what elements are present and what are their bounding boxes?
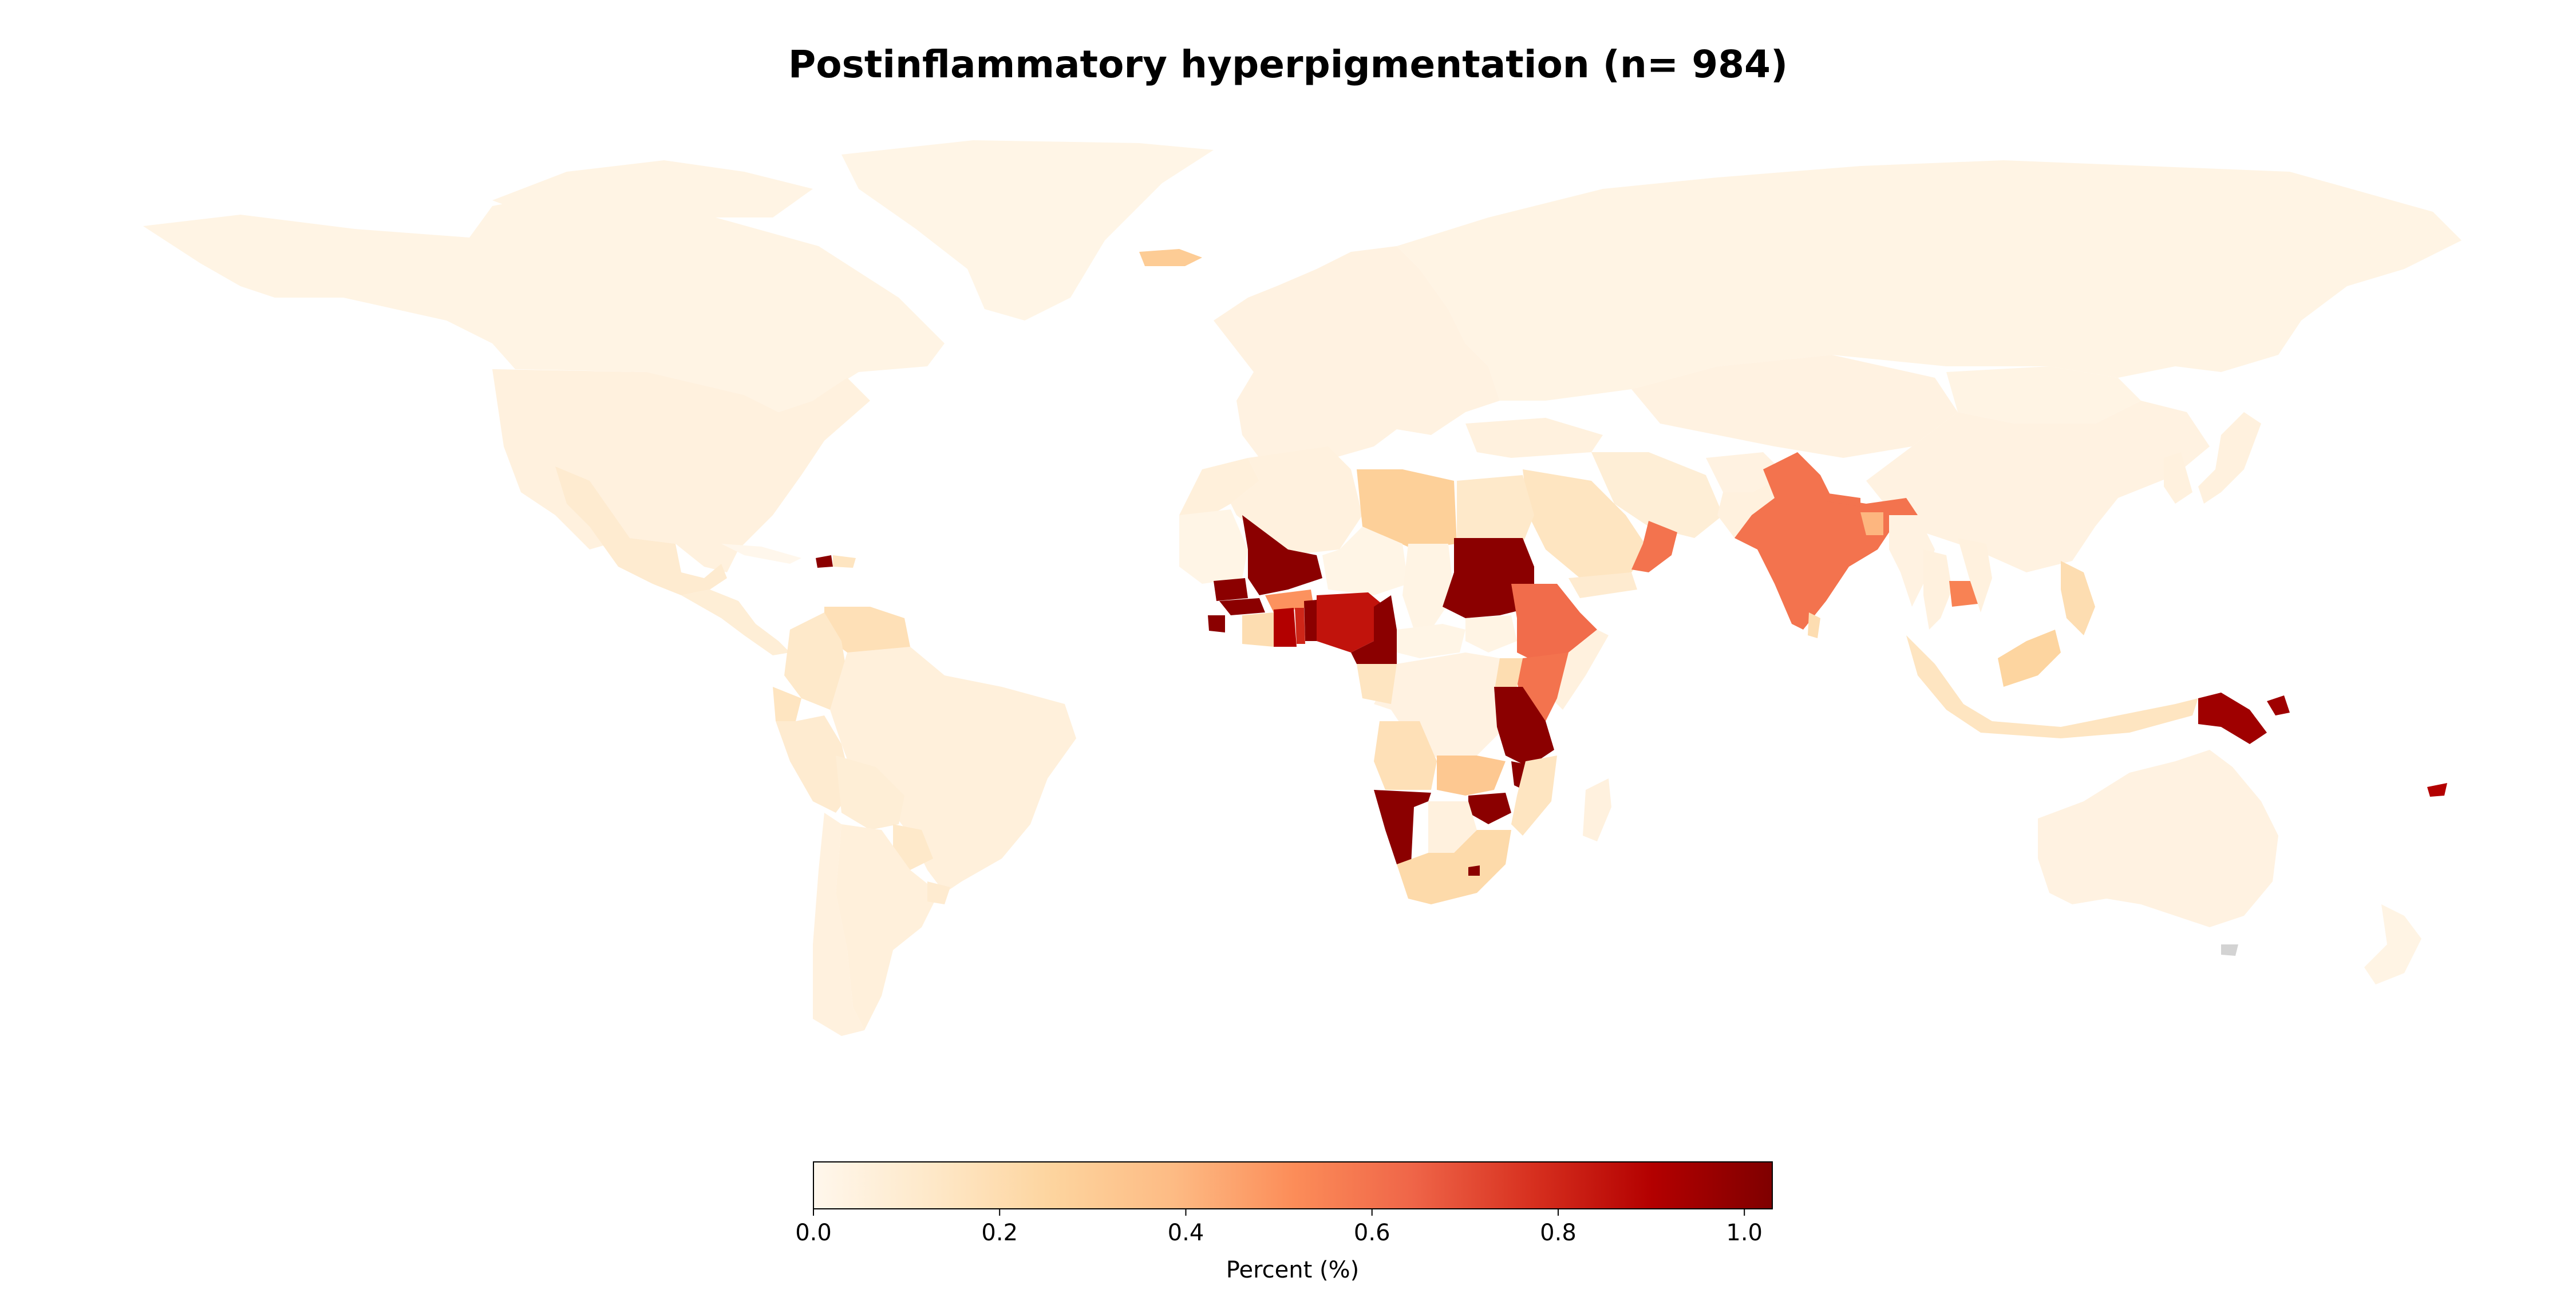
colorbar-tick-label: 1.0 [1726, 1220, 1763, 1246]
region-togo [1295, 608, 1305, 644]
region-turkey [1465, 418, 1603, 458]
colorbar-ticks: 0.0 0.2 0.4 0.6 0.8 1.0 [795, 1209, 1763, 1246]
region-yemen [1568, 572, 1637, 598]
region-central-america [681, 590, 790, 655]
region-angola [1374, 721, 1437, 790]
region-brazil [830, 647, 1076, 893]
region-cuba [721, 544, 801, 564]
region-iceland [1139, 249, 1202, 266]
region-australia [2038, 750, 2278, 927]
region-mali [1242, 515, 1322, 595]
region-argentina [836, 824, 939, 1030]
region-new-zealand [2364, 904, 2421, 984]
region-south-africa [1397, 830, 1511, 904]
region-nigeria [1317, 592, 1385, 652]
region-saudi-arabia [1523, 469, 1649, 578]
region-sudan [1443, 538, 1534, 618]
region-korea [2164, 452, 2192, 504]
region-guinea [1219, 598, 1265, 615]
region-dominican-republic [833, 555, 856, 568]
region-sri-lanka [1808, 612, 1820, 638]
world-map [143, 140, 2462, 1036]
region-libya [1357, 469, 1457, 549]
region-sierra-leone [1208, 615, 1225, 632]
colorbar-tick-label: 0.2 [981, 1220, 1018, 1246]
region-egypt [1457, 475, 1534, 544]
region-bangladesh [1860, 512, 1883, 535]
region-europe [1214, 246, 1500, 469]
region-russia [1397, 160, 2462, 401]
region-canada-islands [492, 160, 813, 217]
region-cameroon [1351, 595, 1397, 664]
region-philippines [2061, 561, 2095, 635]
region-ethiopia [1511, 584, 1597, 664]
region-mexico [555, 466, 727, 595]
region-india [1735, 452, 1918, 630]
region-mongolia [1946, 366, 2141, 424]
region-fiji [2427, 783, 2447, 797]
region-zimbabwe [1468, 793, 1511, 824]
region-car [1397, 624, 1465, 658]
region-china [1866, 401, 2210, 572]
region-namibia [1374, 790, 1431, 864]
chart-title: Postinflammatory hyperpigmentation (n= 9… [788, 42, 1788, 86]
region-papua-new-guinea [2198, 693, 2267, 744]
region-afghanistan [1706, 452, 1786, 492]
region-tanzania [1494, 687, 1554, 767]
region-niger [1322, 527, 1408, 595]
region-uganda [1494, 658, 1523, 687]
region-venezuela [824, 607, 910, 658]
region-burkina-faso [1265, 590, 1314, 612]
region-iran [1591, 452, 1723, 538]
colorbar-tick-label: 0.8 [1540, 1220, 1577, 1246]
region-mozambique [1511, 756, 1557, 836]
colorbar: 0.0 0.2 0.4 0.6 0.8 1.0 Percent (%) [795, 1161, 1773, 1283]
region-oman [1631, 521, 1677, 572]
region-nepal [1820, 492, 1860, 507]
region-japan [2198, 412, 2261, 504]
region-ghana [1274, 608, 1297, 647]
region-tasmania [2221, 944, 2238, 956]
region-madagascar [1583, 778, 1611, 841]
region-zambia [1437, 756, 1506, 796]
region-bolivia [836, 756, 904, 830]
region-somalia [1551, 630, 1609, 710]
colorbar-label: Percent (%) [1226, 1257, 1359, 1283]
region-thailand [1923, 549, 1952, 630]
region-vietnam [1958, 538, 1992, 612]
region-peru [776, 715, 853, 813]
region-greenland [841, 140, 1214, 321]
region-central-asia [1631, 355, 1958, 458]
region-malaysia [1998, 630, 2061, 687]
region-dr-congo [1374, 652, 1500, 761]
region-ecuador [773, 687, 801, 721]
region-papua-new-guinea-islands [2267, 695, 2290, 715]
region-paraguay [893, 824, 933, 870]
region-cote-divoire [1242, 612, 1274, 647]
region-algeria [1231, 446, 1362, 555]
region-uruguay [927, 881, 950, 904]
region-south-sudan [1465, 615, 1517, 652]
region-chad [1402, 544, 1454, 630]
region-chile [813, 813, 864, 1036]
region-cambodia [1949, 581, 1978, 607]
region-mauritania [1179, 509, 1248, 584]
region-canada [143, 195, 945, 412]
region-botswana [1428, 801, 1477, 853]
region-gabon [1357, 664, 1397, 704]
region-colombia [784, 612, 847, 710]
region-lesotho [1468, 865, 1480, 876]
colorbar-tick-label: 0.0 [795, 1220, 832, 1246]
region-benin [1304, 600, 1317, 641]
region-morocco [1179, 458, 1259, 527]
colorbar-tick-label: 0.6 [1354, 1220, 1390, 1246]
region-haiti [816, 555, 833, 568]
colorbar-gradient [813, 1161, 1773, 1209]
region-senegal [1214, 578, 1248, 601]
colorbar-tick-label: 0.4 [1168, 1220, 1204, 1246]
